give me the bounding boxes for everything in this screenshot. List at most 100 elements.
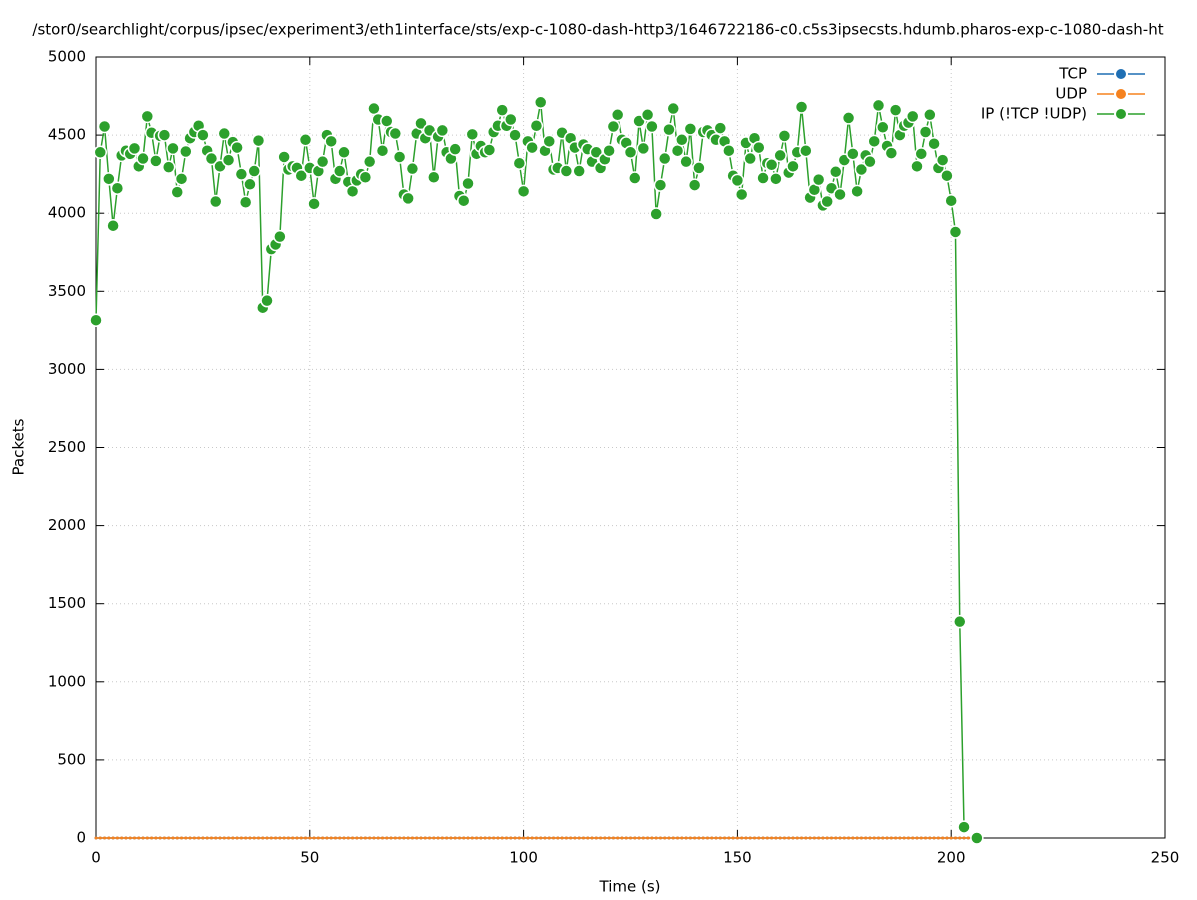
data-point [957, 820, 971, 834]
data-point [722, 143, 736, 158]
data-point [204, 151, 219, 166]
data-point [338, 836, 342, 840]
x-tick-label: 150 [723, 849, 752, 867]
data-point [889, 836, 893, 840]
data-point [577, 836, 581, 840]
data-point [234, 167, 249, 181]
data-point [192, 836, 196, 840]
data-point [375, 143, 390, 158]
data-point [808, 836, 812, 840]
data-point [820, 194, 834, 209]
data-point [307, 197, 321, 211]
data-point [325, 836, 329, 840]
data-point [774, 836, 778, 840]
data-point [414, 116, 428, 131]
data-point [174, 172, 189, 186]
data-point [649, 207, 663, 221]
data-point [795, 836, 799, 840]
legend-swatch [1114, 87, 1128, 101]
data-point [773, 148, 787, 163]
legend-swatch [1114, 67, 1128, 81]
data-point [539, 836, 543, 840]
x-tick-label: 0 [91, 849, 101, 867]
data-point [688, 836, 692, 840]
data-point [838, 836, 842, 840]
data-point [197, 836, 201, 840]
data-point [415, 836, 419, 840]
legend: TCP UDP IP (!TCP !UDP) [981, 65, 1145, 123]
data-point [800, 836, 804, 840]
x-tick-label: 50 [300, 849, 319, 867]
data-point [448, 142, 462, 156]
data-point [611, 836, 615, 840]
chart-title: /stor0/searchlight/corpus/ipsec/experime… [32, 21, 1163, 39]
data-point [170, 185, 184, 199]
data-point [526, 836, 530, 840]
data-point [602, 143, 616, 158]
x-tick-label: 200 [937, 849, 966, 867]
data-point [966, 836, 970, 840]
data-point [569, 836, 573, 840]
data-point [740, 836, 744, 840]
data-point [854, 162, 869, 177]
data-point [958, 836, 962, 840]
series-line [95, 102, 965, 828]
data-point [692, 161, 706, 175]
data-point [487, 836, 491, 840]
data-point [953, 836, 957, 840]
y-tick-label: 4000 [48, 204, 86, 222]
data-point [106, 218, 120, 233]
data-point [730, 173, 745, 188]
data-point [97, 119, 112, 134]
data-point [560, 836, 564, 840]
data-point [184, 836, 188, 840]
data-point [428, 836, 432, 840]
data-point [564, 836, 568, 840]
data-point [150, 836, 154, 840]
data-point [175, 836, 179, 840]
data-point [640, 108, 655, 122]
data-point [662, 122, 676, 137]
data-point [149, 154, 163, 168]
data-point [744, 836, 748, 840]
y-tick-label: 3000 [48, 360, 86, 378]
data-point [405, 161, 420, 176]
x-tick-label: 100 [509, 849, 538, 867]
data-point [333, 836, 337, 840]
data-point [752, 140, 766, 155]
data-point [687, 178, 702, 192]
y-tick-label: 2000 [48, 516, 86, 534]
data-point [543, 836, 547, 840]
data-point [363, 836, 367, 840]
data-point [479, 836, 483, 840]
data-point [256, 836, 260, 840]
data-point [522, 836, 526, 840]
data-point [547, 836, 551, 840]
data-point [633, 836, 637, 840]
data-point [533, 95, 548, 110]
data-point [915, 836, 919, 840]
data-point [637, 836, 641, 840]
data-point [573, 836, 577, 840]
y-tick-label: 1500 [48, 594, 86, 612]
data-point [359, 836, 363, 840]
data-point [110, 181, 125, 195]
data-point [928, 836, 932, 840]
data-point [132, 836, 136, 840]
data-point [748, 836, 752, 840]
data-point [291, 836, 295, 840]
data-point [710, 836, 714, 840]
data-point [435, 123, 450, 138]
data-point [252, 836, 256, 840]
data-point [221, 153, 236, 167]
data-point [834, 836, 838, 840]
data-point [517, 836, 521, 840]
data-point [624, 836, 628, 840]
data-point [315, 154, 330, 169]
data-point [727, 836, 731, 840]
data-point [449, 836, 453, 840]
data-point [675, 133, 689, 147]
grid: 0500100015002000250030003500400045005000… [48, 48, 1180, 867]
data-point [894, 836, 898, 840]
data-point [286, 836, 290, 840]
